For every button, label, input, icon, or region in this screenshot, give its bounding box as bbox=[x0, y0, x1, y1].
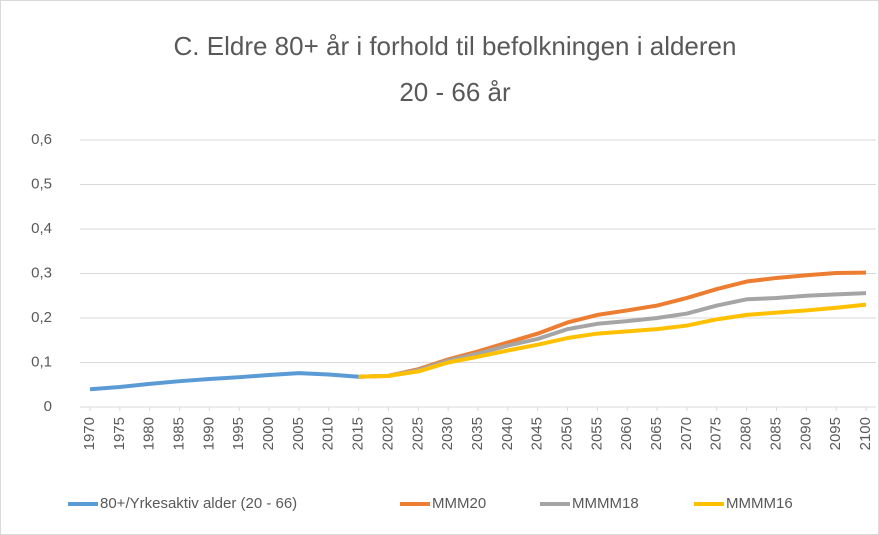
x-tick-label: 1985 bbox=[171, 417, 188, 450]
x-tick-label: 2070 bbox=[678, 417, 695, 450]
y-tick-label: 0,4 bbox=[31, 220, 52, 237]
x-tick-label: 2000 bbox=[260, 417, 277, 450]
x-tick-label: 2100 bbox=[857, 417, 874, 450]
x-tick-label: 2080 bbox=[738, 417, 755, 450]
x-tick-label: 2075 bbox=[708, 417, 725, 450]
x-tick-label: 2040 bbox=[499, 417, 516, 450]
x-tick-label: 2050 bbox=[559, 417, 576, 450]
x-tick-label: 2035 bbox=[469, 417, 486, 450]
y-tick-label: 0 bbox=[44, 398, 52, 415]
x-tick-label: 2030 bbox=[439, 417, 456, 450]
x-tick-label: 2025 bbox=[409, 417, 426, 450]
legend-label: MMMM16 bbox=[726, 495, 793, 512]
x-tick-label: 2020 bbox=[379, 417, 396, 450]
y-tick-label: 0,2 bbox=[31, 309, 52, 326]
x-tick-label: 1990 bbox=[200, 417, 217, 450]
x-tick-label: 2085 bbox=[767, 417, 784, 450]
legend-label: MMMM18 bbox=[572, 495, 639, 512]
x-tick-label: 2015 bbox=[350, 417, 367, 450]
y-tick-label: 0,5 bbox=[31, 175, 52, 192]
legend-label: 80+/Yrkesaktiv alder (20 - 66) bbox=[100, 495, 297, 512]
chart-title: 20 - 66 år bbox=[399, 77, 511, 107]
x-tick-label: 1970 bbox=[81, 417, 98, 450]
x-tick-label: 1995 bbox=[230, 417, 247, 450]
series-line bbox=[89, 371, 359, 392]
x-tick-label: 2005 bbox=[290, 417, 307, 450]
x-tick-label: 2065 bbox=[648, 417, 665, 450]
x-tick-label: 2060 bbox=[618, 417, 635, 450]
x-tick-label: 2055 bbox=[588, 417, 605, 450]
x-tick-label: 2095 bbox=[827, 417, 844, 450]
y-tick-label: 0,6 bbox=[31, 131, 52, 148]
chart-title: C. Eldre 80+ år i forhold til befolkning… bbox=[174, 31, 737, 61]
x-tick-label: 2045 bbox=[529, 417, 546, 450]
legend-label: MMM20 bbox=[432, 495, 486, 512]
x-tick-label: 1980 bbox=[141, 417, 158, 450]
x-tick-label: 2010 bbox=[320, 417, 337, 450]
y-tick-label: 0,3 bbox=[31, 264, 52, 281]
x-tick-label: 1975 bbox=[111, 417, 128, 450]
x-tick-label: 2090 bbox=[797, 417, 814, 450]
y-tick-label: 0,1 bbox=[31, 353, 52, 370]
series-line bbox=[358, 302, 867, 379]
